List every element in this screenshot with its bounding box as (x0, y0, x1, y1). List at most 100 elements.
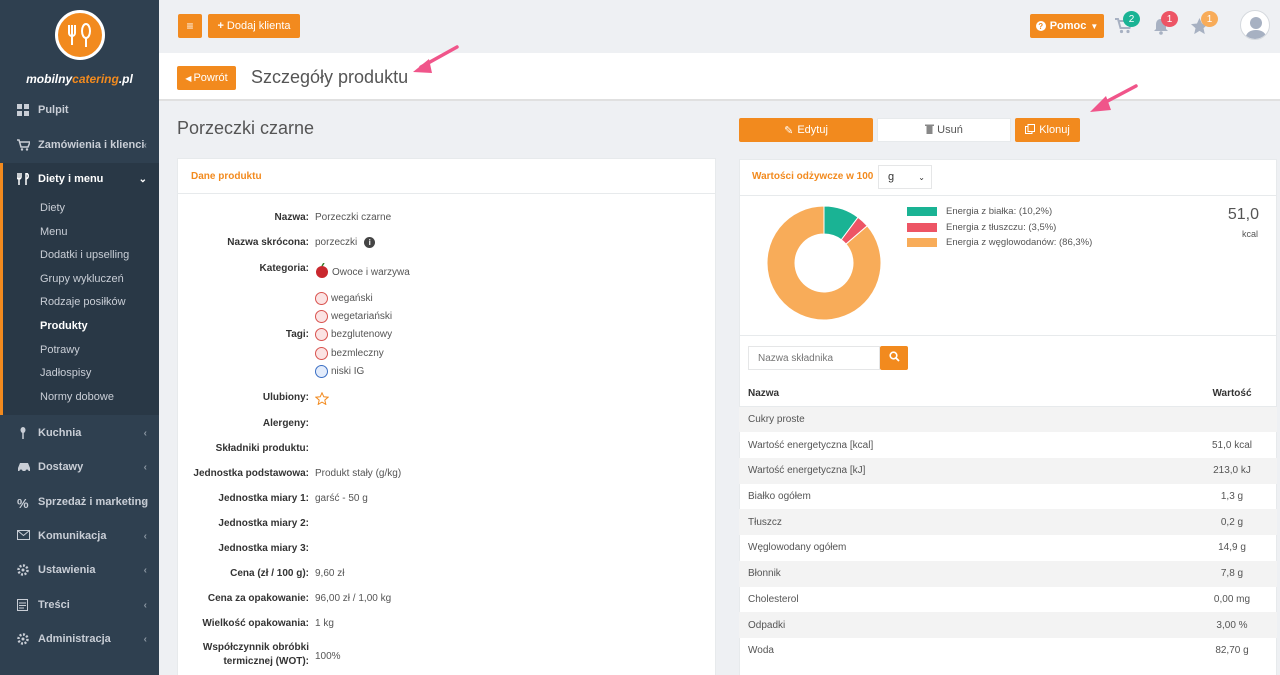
nutrient-value: 14,9 g (1218, 542, 1246, 554)
nav-diety[interactable]: Diety i menu ⌄ (0, 168, 159, 190)
plus-icon: + (217, 20, 224, 32)
field-jednostka: Jednostka podstawowa: Produkt stały (g/kg… (193, 468, 402, 479)
field-wot: Współczynnik obróbki termicznej (WOT): 10… (202, 642, 341, 667)
sub-rodzaje[interactable]: Rodzaje posiłków (40, 296, 126, 308)
chevron-left-icon: ‹ (143, 599, 147, 611)
ingredient-search-input[interactable] (748, 346, 880, 370)
nav-dostawy[interactable]: Dostawy ‹ (0, 456, 159, 478)
topbar: ≡ + Dodaj klienta ? Pomoc ▼ 2 1 1 (159, 0, 1280, 53)
table-row: Cukry proste (739, 406, 1277, 433)
caret-down-icon: ▼ (1090, 21, 1099, 31)
bell-badge: 1 (1161, 11, 1178, 27)
sidebar: mobilnycatering.pl Pulpit Zamówienia i k… (0, 0, 159, 675)
star-icon[interactable] (1191, 18, 1208, 37)
nav-sprzedaz[interactable]: % Sprzedaż i marketing ‹ (17, 496, 149, 511)
field-ulubiony: Ulubiony: (178, 392, 715, 412)
arrow-annotation-icon (407, 43, 467, 86)
kcal-value: 51,0 (1227, 206, 1259, 223)
file-icon (17, 599, 31, 611)
tag-item: niski IG (315, 363, 364, 379)
nutrient-value: 0,00 mg (1213, 593, 1251, 605)
field-tagi: Tagi: (285, 329, 309, 340)
trash-icon (925, 124, 935, 137)
table-row: Cholesterol 0,00 mg (739, 587, 1277, 613)
nav-komunikacja[interactable]: Komunikacja ‹ (0, 525, 159, 547)
cutlery-icon (16, 172, 31, 185)
gluten-free-tag-icon (315, 327, 328, 341)
sub-normy[interactable]: Normy dobowe (40, 391, 114, 403)
nutrient-value: 82,70 g (1215, 645, 1249, 657)
question-icon: ? (1035, 21, 1046, 31)
nav-administracja[interactable]: Administracja ‹ (0, 628, 159, 650)
chevron-left-icon: ‹ (143, 427, 147, 439)
gear-icon (17, 564, 31, 576)
sub-menu[interactable]: Menu (40, 226, 68, 238)
arrow-annotation-icon (1080, 80, 1140, 123)
nutrient-value: 51,0 kcal (1211, 439, 1253, 451)
nutrient-value (1187, 406, 1277, 433)
table-row: Białko ogółem 1,3 g (739, 484, 1277, 510)
avatar[interactable] (1240, 10, 1270, 40)
sub-dodatki[interactable]: Dodatki i upselling (40, 249, 130, 261)
hamburger-icon: ≡ (186, 19, 194, 33)
field-alergeny: Alergeny: (262, 418, 309, 429)
caret-left-icon: ◀ (185, 73, 192, 83)
donut-slice-2 (766, 205, 882, 321)
table-row: Błonnik 7,8 g (739, 560, 1277, 587)
col-value: Wartość (1212, 388, 1252, 400)
field-nazwa-skrocona: Nazwa skrócona: porzeczki i (178, 237, 715, 257)
info-icon[interactable]: i (364, 237, 376, 248)
search-icon (888, 351, 900, 365)
nav-ustawienia[interactable]: Ustawienia ‹ (0, 559, 159, 581)
divider (740, 195, 1276, 196)
logo[interactable]: mobilnycatering.pl (0, 0, 159, 96)
back-button[interactable]: ◀ Powrót (177, 66, 236, 90)
field-jm2: Jednostka miary 2: (218, 518, 309, 529)
car-icon (17, 461, 31, 473)
legend-swatch (907, 238, 937, 248)
clone-button[interactable]: Klonuj (1015, 118, 1080, 142)
dashboard-icon (17, 104, 31, 116)
table-row: Wartość energetyczna [kcal] 51,0 kcal (739, 432, 1277, 458)
nav-kuchnia[interactable]: Kuchnia ‹ (0, 422, 159, 444)
nav-tresci[interactable]: Treści ‹ (0, 594, 159, 616)
nutrients-table: Nazwa Wartość Cukry proste Wartość energet… (739, 381, 1277, 664)
sub-produkty[interactable]: Produkty (40, 320, 88, 332)
chevron-down-icon: ⌄ (138, 173, 147, 185)
edit-button[interactable]: ✎ Edytuj (739, 118, 873, 142)
low-gi-tag-icon (315, 364, 328, 378)
active-section-bg (0, 163, 159, 415)
nutrient-value: 213,0 kJ (1187, 458, 1277, 484)
help-button[interactable]: ? Pomoc ▼ (1030, 14, 1104, 38)
field-cena-opakowanie: Cena za opakowanie: 96,00 zł / 1,00 kg (207, 593, 392, 604)
page-header: ◀ Powrót Szczegóły produktu (159, 45, 1280, 101)
sub-grupy[interactable]: Grupy wykluczeń (40, 273, 124, 285)
chevron-left-icon: ‹ (143, 461, 147, 473)
sub-potrawy[interactable]: Potrawy (40, 344, 80, 356)
nav-zamowienia[interactable]: Zamówienia i klienci ‹ (0, 134, 159, 156)
field-nazwa: Nazwa: Porzeczki czarne (274, 212, 392, 223)
favorite-star-icon[interactable] (315, 392, 329, 405)
nav-pulpit[interactable]: Pulpit (0, 99, 159, 121)
tag-item: wegański (315, 290, 373, 306)
table-row: Tłuszcz 0,2 g (739, 509, 1277, 536)
brand-name: mobilnycatering.pl (26, 72, 133, 86)
product-name: Porzeczki czarne (177, 118, 315, 138)
delete-button[interactable]: Usuń (877, 118, 1011, 142)
chevron-left-icon: ‹ (143, 139, 147, 151)
vegetarian-tag-icon (315, 309, 328, 323)
cart-badge: 2 (1123, 11, 1140, 27)
nutrition-title: Wartości odżywcze w 100 (752, 171, 874, 182)
nutrient-value: 7,8 g (1187, 560, 1277, 587)
legend-item: Energia z węglowodanów: (86,3%) (907, 235, 1092, 251)
menu-toggle-button[interactable]: ≡ (178, 14, 202, 38)
vegan-tag-icon (315, 291, 328, 305)
unit-select[interactable]: g ⌄ (878, 165, 932, 189)
sub-diety[interactable]: Diety (40, 202, 66, 214)
tag-item: bezglutenowy (315, 326, 392, 342)
search-button[interactable] (880, 346, 908, 370)
details-title: Dane produktu (191, 171, 262, 182)
sub-jadlospisy[interactable]: Jadłospisy (40, 367, 92, 379)
add-client-button[interactable]: + Dodaj klienta (208, 14, 300, 38)
field-wielkosc: Wielkość opakowania: 1 kg (202, 618, 334, 629)
